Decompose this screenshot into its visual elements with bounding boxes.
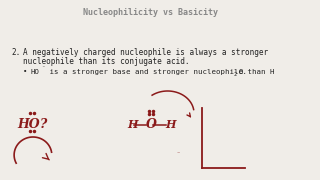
Text: A negatively charged nucleophile is always a stronger: A negatively charged nucleophile is alwa…: [23, 48, 268, 57]
Text: H: H: [127, 120, 138, 130]
Text: nucleophile than its conjugate acid.: nucleophile than its conjugate acid.: [23, 57, 189, 66]
Text: 2.: 2.: [11, 48, 20, 57]
Text: ⁻: ⁻: [177, 152, 180, 157]
Text: H: H: [166, 120, 176, 130]
Text: •: •: [23, 69, 27, 75]
Text: 2: 2: [234, 72, 236, 77]
Text: O.: O.: [238, 69, 247, 75]
Text: HO: HO: [30, 69, 39, 75]
Text: is a stronger base and stronger nucleophile than H: is a stronger base and stronger nucleoph…: [45, 69, 275, 75]
Text: ⁻: ⁻: [41, 66, 45, 71]
Text: O: O: [146, 118, 157, 132]
Text: ?: ?: [40, 118, 47, 132]
Text: HO: HO: [17, 118, 40, 132]
Text: Nucleophilicity vs Basicity: Nucleophilicity vs Basicity: [83, 8, 218, 17]
